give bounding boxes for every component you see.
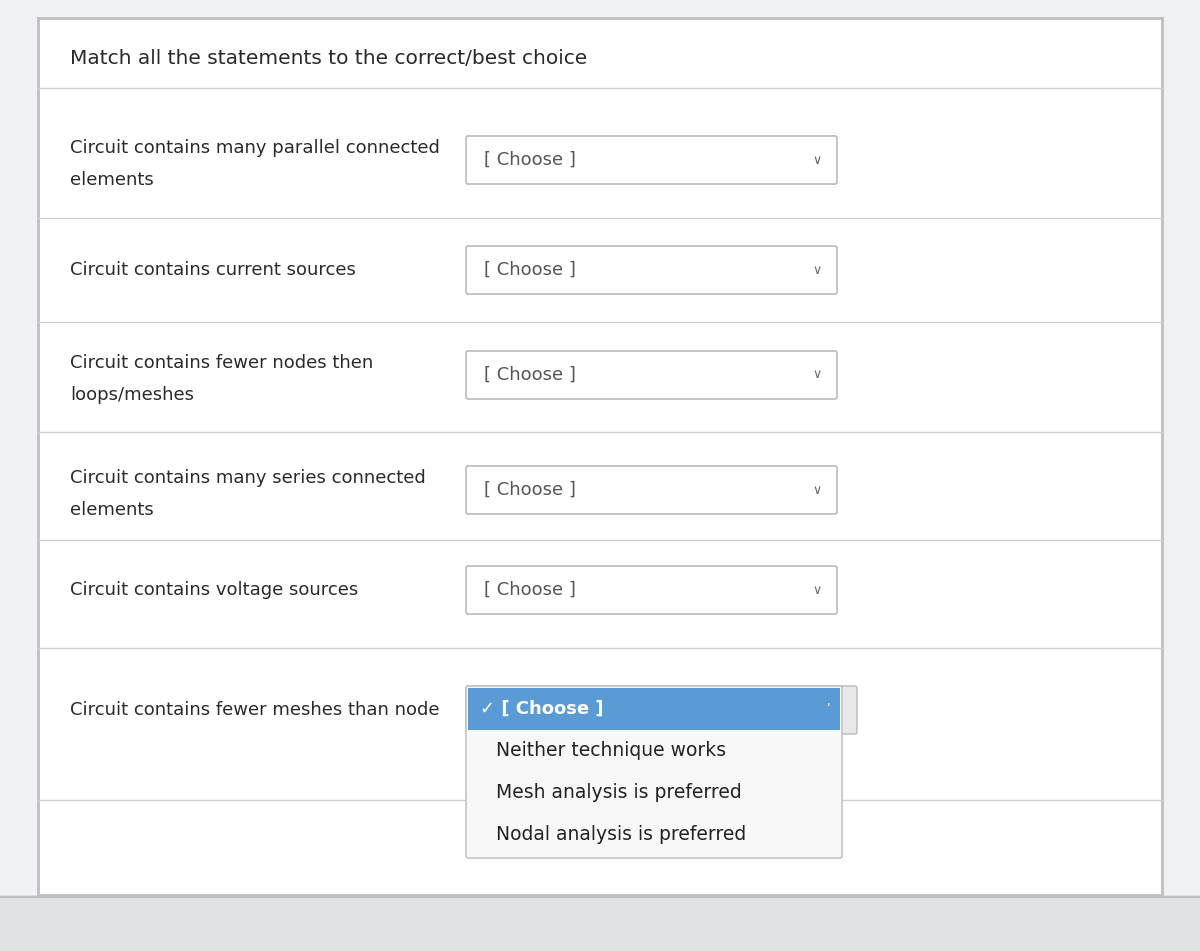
FancyBboxPatch shape <box>0 895 1200 951</box>
Text: Nodal analysis is preferred: Nodal analysis is preferred <box>496 825 746 844</box>
Text: ': ' <box>827 703 829 715</box>
Text: Circuit contains current sources: Circuit contains current sources <box>70 261 356 279</box>
Text: [ Choose ]: [ Choose ] <box>484 151 576 169</box>
Text: ∨: ∨ <box>812 483 822 496</box>
Text: ∨: ∨ <box>812 584 822 596</box>
FancyBboxPatch shape <box>466 466 838 514</box>
Text: Circuit contains voltage sources: Circuit contains voltage sources <box>70 581 359 599</box>
FancyBboxPatch shape <box>38 18 1162 895</box>
Text: ∨: ∨ <box>812 263 822 277</box>
Text: loops/meshes: loops/meshes <box>70 386 194 404</box>
Text: ∨: ∨ <box>812 153 822 166</box>
FancyBboxPatch shape <box>468 688 840 730</box>
Text: elements: elements <box>70 501 154 519</box>
Text: Circuit contains many parallel connected: Circuit contains many parallel connected <box>70 139 440 157</box>
FancyBboxPatch shape <box>466 566 838 614</box>
Text: Circuit contains fewer meshes than node: Circuit contains fewer meshes than node <box>70 701 439 719</box>
FancyBboxPatch shape <box>466 136 838 184</box>
Text: [ Choose ]: [ Choose ] <box>484 581 576 599</box>
Text: ✓ [ Choose ]: ✓ [ Choose ] <box>480 700 604 718</box>
Text: [ Choose ]: [ Choose ] <box>484 261 576 279</box>
FancyBboxPatch shape <box>466 686 857 734</box>
Text: ∨: ∨ <box>812 368 822 381</box>
FancyBboxPatch shape <box>466 246 838 294</box>
Text: Circuit contains many series connected: Circuit contains many series connected <box>70 469 426 487</box>
Text: Match all the statements to the correct/best choice: Match all the statements to the correct/… <box>70 49 587 68</box>
Text: Mesh analysis is preferred: Mesh analysis is preferred <box>496 784 742 803</box>
Text: [ Choose ]: [ Choose ] <box>484 481 576 499</box>
Text: Neither technique works: Neither technique works <box>496 742 726 761</box>
Text: elements: elements <box>70 171 154 189</box>
Text: Circuit contains fewer nodes then: Circuit contains fewer nodes then <box>70 354 373 372</box>
FancyBboxPatch shape <box>466 351 838 399</box>
FancyBboxPatch shape <box>466 686 842 858</box>
Text: [ Choose ]: [ Choose ] <box>484 366 576 384</box>
